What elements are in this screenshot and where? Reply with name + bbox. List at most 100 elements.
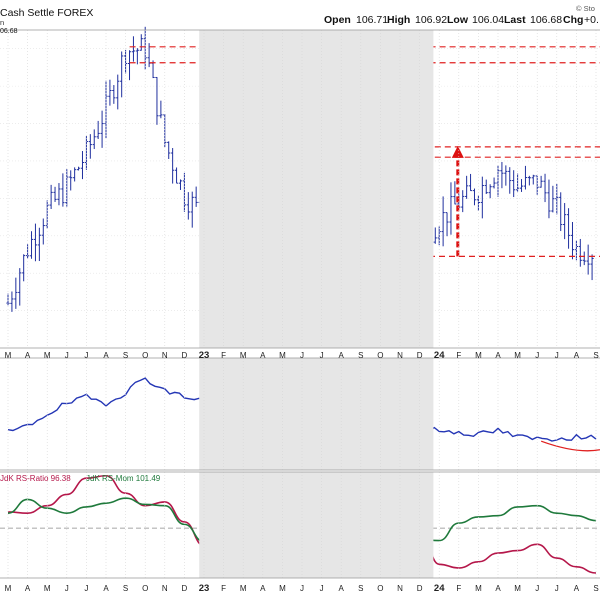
x-tick-label: M	[5, 351, 12, 360]
time-axes: M A M J J A S O N D 23 F M A M J J A S O N D 24 F M A M J J A S M A M J J A S…	[0, 29, 600, 594]
price-bar	[480, 176, 484, 219]
price-bar	[551, 185, 555, 213]
x-tick-label: D	[417, 584, 423, 593]
x-tick-label: M	[514, 584, 521, 593]
x-tick-label: J	[300, 584, 304, 593]
legend-rs-mom: JdK RS-Mom 101.49	[86, 474, 161, 483]
price-bar	[190, 191, 194, 228]
x-tick-label: D	[182, 584, 188, 593]
chart-subline: n	[0, 18, 4, 27]
price-bar	[468, 173, 473, 192]
low-value: 106.04	[472, 14, 504, 26]
price-bar	[178, 179, 183, 190]
x-tick-label: O	[377, 351, 383, 360]
price-bar	[49, 184, 53, 209]
price-bar	[488, 184, 492, 199]
x-tick-label: J	[65, 351, 69, 360]
x-tick-label: F	[221, 584, 226, 593]
x-tick-label: S	[358, 351, 363, 360]
price-bar	[578, 238, 582, 267]
x-tick-label: A	[574, 584, 580, 593]
x-tick-label: A	[103, 584, 109, 593]
chg-value: +0.	[584, 14, 599, 26]
price-bar	[504, 165, 508, 186]
price-bar	[88, 134, 92, 159]
price-bar	[100, 110, 104, 148]
price-bar	[500, 162, 504, 189]
price-bar	[445, 212, 449, 237]
price-bar	[14, 277, 18, 309]
price-bar	[570, 221, 575, 260]
x-tick-label: A	[495, 351, 501, 360]
x-tick-label: J	[555, 351, 559, 360]
x-tick-label: J	[535, 351, 539, 360]
x-tick-label: 23	[199, 350, 210, 361]
x-tick-label: S	[593, 584, 598, 593]
last-price-tag: 06.68	[0, 28, 18, 35]
price-bar	[96, 120, 100, 140]
x-tick-label: S	[123, 584, 128, 593]
x-tick-label: M	[44, 584, 51, 593]
source-credit: © Sto	[576, 4, 595, 13]
price-bar	[73, 167, 77, 182]
price-bar	[535, 175, 539, 195]
x-tick-label: A	[260, 351, 266, 360]
price-bar	[18, 268, 22, 306]
x-tick-label: J	[320, 584, 324, 593]
x-tick-label: M	[240, 351, 247, 360]
price-bar	[590, 254, 594, 281]
price-bar	[57, 183, 61, 206]
price-bar	[127, 50, 132, 81]
x-tick-label: J	[300, 351, 304, 360]
price-bar	[69, 170, 73, 191]
high-label: High	[387, 14, 410, 26]
price-bar	[22, 254, 26, 282]
x-tick-label: J	[84, 584, 88, 593]
x-tick-label: J	[535, 584, 539, 593]
x-tick-label: 24	[434, 583, 445, 594]
price-bar	[449, 182, 453, 235]
shaded-year-region	[199, 30, 434, 348]
x-tick-label: N	[397, 584, 403, 593]
x-tick-label: J	[65, 584, 69, 593]
price-bar	[155, 76, 159, 125]
x-tick-label: 23	[199, 583, 210, 594]
price-bar	[465, 175, 469, 199]
price-bar	[559, 192, 563, 232]
low-label: Low	[447, 14, 469, 26]
x-tick-label: A	[260, 584, 266, 593]
x-tick-label: N	[162, 584, 168, 593]
x-tick-label: J	[555, 584, 559, 593]
price-bar	[539, 175, 543, 188]
x-tick-label: D	[182, 351, 188, 360]
price-bar	[120, 51, 124, 98]
shaded-year-region	[199, 358, 434, 470]
price-bar	[174, 167, 179, 184]
x-tick-label: M	[240, 584, 247, 593]
x-tick-label: A	[103, 351, 109, 360]
price-bar	[547, 179, 551, 219]
x-tick-label: O	[377, 584, 383, 593]
x-tick-label: A	[339, 351, 345, 360]
price-bar	[586, 244, 590, 275]
price-bar	[80, 151, 85, 180]
x-tick-label: M	[475, 584, 482, 593]
price-bar	[508, 167, 512, 194]
x-tick-label: F	[456, 351, 461, 360]
x-tick-label: J	[320, 351, 324, 360]
shaded-year-region	[199, 472, 434, 578]
price-bar	[61, 173, 65, 207]
x-tick-label: N	[162, 351, 168, 360]
price-bar	[171, 148, 175, 184]
price-bar	[582, 251, 586, 266]
price-bar	[461, 190, 465, 213]
price-bar	[472, 188, 477, 206]
high-value: 106.92	[415, 14, 447, 26]
x-tick-label: M	[44, 351, 51, 360]
last-value: 106.68	[530, 14, 562, 26]
x-tick-label: A	[495, 584, 501, 593]
x-tick-label: O	[142, 584, 148, 593]
price-bar	[492, 177, 496, 189]
x-tick-label: M	[279, 351, 286, 360]
